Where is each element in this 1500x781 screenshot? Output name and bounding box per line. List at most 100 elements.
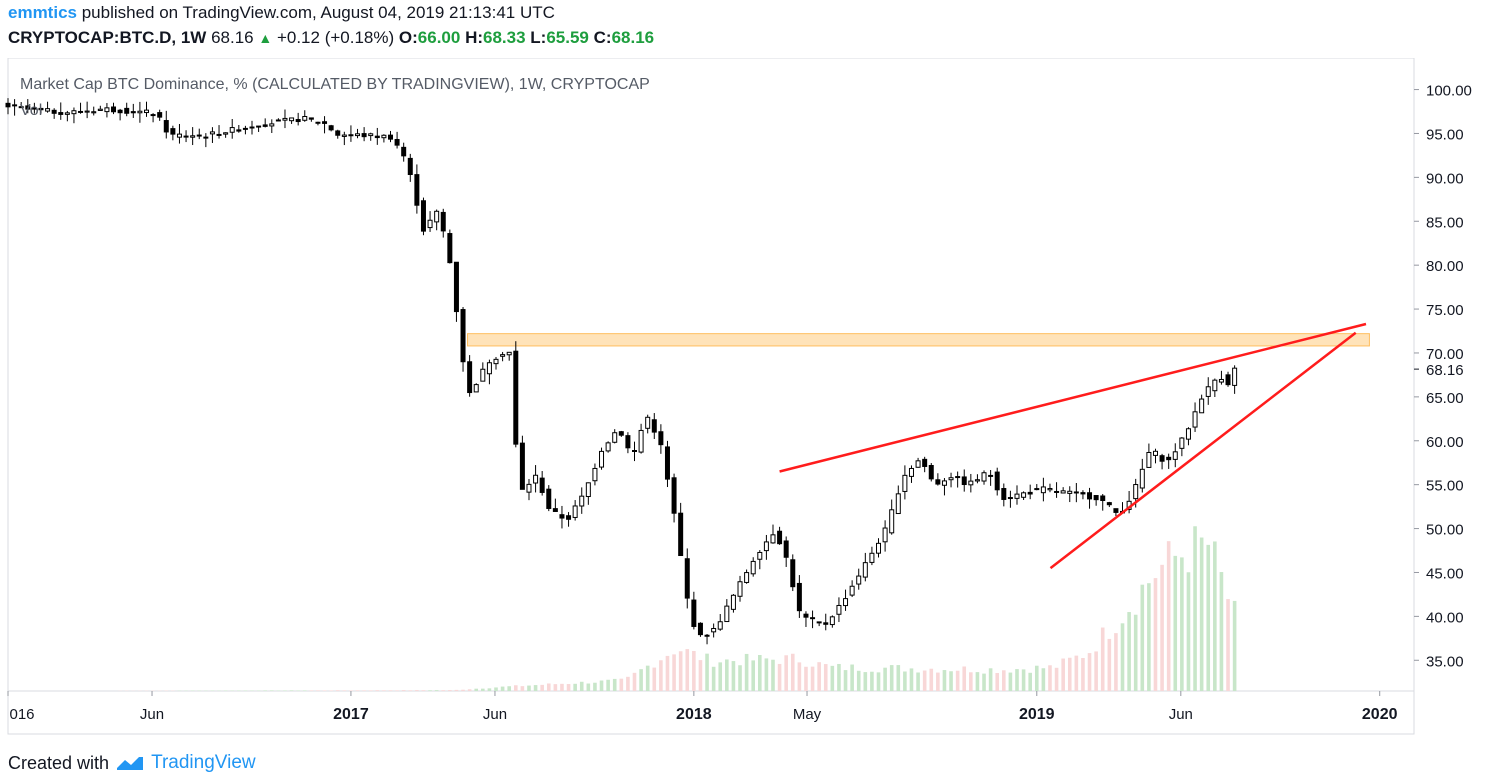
candle-down (790, 559, 796, 588)
candle-up (757, 551, 763, 560)
candle-up (948, 477, 954, 481)
volume-bar (1160, 564, 1164, 691)
candle-up (1014, 493, 1020, 499)
time-tick-label: 2018 (676, 706, 712, 723)
tradingview-brand[interactable]: TradingView (151, 752, 256, 773)
candle-down (625, 435, 631, 449)
volume-bar (302, 690, 307, 691)
volume-bar (342, 690, 347, 691)
volume-bar (804, 666, 808, 691)
candle-down (684, 558, 690, 599)
candle-up (209, 131, 215, 135)
candle-up (84, 110, 90, 113)
volume-bar (533, 685, 538, 691)
volume-bar (1094, 651, 1098, 691)
volume-bar (975, 672, 980, 691)
chart-area[interactable]: 100.00 95.00 90.00 85.00 80.00 75.00 70.00 65.0… (0, 58, 1500, 738)
volume-bar (362, 690, 366, 691)
price-tick-label: 60.00 (1426, 434, 1464, 451)
candle-up (579, 495, 585, 507)
footer: Created with TradingView (8, 752, 256, 774)
volume-bar (870, 671, 874, 691)
price-chart-svg[interactable]: 100.00 95.00 90.00 85.00 80.00 75.00 70.00 65.0… (0, 58, 1500, 738)
candle-up (104, 107, 110, 113)
candle-down (447, 233, 453, 264)
candle-up (1139, 468, 1145, 489)
candle-down (262, 124, 268, 127)
candle-up (1199, 398, 1205, 414)
candle-up (1040, 486, 1046, 494)
volume-bar (672, 654, 676, 691)
volume-bar (1100, 627, 1105, 691)
volume-bar (758, 655, 762, 691)
candle-up (902, 474, 908, 492)
volume-bar (401, 690, 406, 691)
symbol-info: CRYPTOCAP:BTC.D, 1W 68.16 ▲ +0.12 (+0.18… (8, 28, 654, 48)
volume-bar (349, 690, 353, 691)
volume-bar (408, 690, 413, 691)
candle-up (711, 627, 717, 633)
candle-down (394, 139, 400, 146)
time-tick-label: 2020 (1362, 706, 1398, 723)
volume-bar (513, 685, 518, 691)
candle-up (1034, 488, 1040, 491)
volume-bar (711, 666, 716, 691)
candle-up (882, 527, 888, 543)
candle-up (493, 358, 499, 365)
candle-up (1073, 491, 1079, 494)
candle-up (1047, 488, 1053, 491)
volume-bar (1226, 599, 1230, 691)
volume-bar (876, 672, 881, 691)
volume-bar (1180, 557, 1184, 691)
volume-bar (863, 672, 868, 691)
candle-up (137, 110, 143, 114)
candle-down (361, 133, 367, 138)
volume-bar (263, 690, 267, 691)
candle-down (1166, 456, 1172, 461)
candle-up (506, 351, 512, 356)
price-tick-label: 85.00 (1426, 214, 1464, 231)
candle-up (242, 127, 248, 130)
candle-up (856, 575, 862, 585)
volume-bar (652, 667, 657, 691)
volume-bar (922, 670, 927, 691)
price-tick-label: 35.00 (1426, 653, 1464, 670)
volume-bar (316, 690, 320, 691)
volume-bar (665, 655, 670, 691)
price-tick-label: 100.00 (1426, 83, 1472, 100)
candle-down (196, 134, 202, 137)
volume-bar (698, 660, 703, 691)
volume-bar (1199, 537, 1204, 691)
candle-down (467, 361, 473, 394)
volume-bar (1041, 668, 1046, 691)
price-tick-label: 90.00 (1426, 170, 1464, 187)
volume-bar (1034, 665, 1039, 691)
volume-bar (461, 689, 465, 691)
volume-bar (1081, 657, 1085, 691)
time-tick-label: May (793, 706, 822, 723)
volume-bar (355, 690, 360, 691)
volume-bar (487, 688, 492, 691)
last-price-badge (1422, 359, 1476, 380)
candle-up (150, 114, 156, 117)
candle-up (599, 450, 605, 468)
candle-up (1146, 451, 1152, 468)
candle-up (645, 416, 651, 429)
volume-bar (1114, 633, 1118, 691)
volume-bar (949, 671, 953, 691)
volume-bar (850, 664, 854, 691)
candle-down (1087, 492, 1093, 500)
volume-bar (481, 688, 485, 691)
volume-bar (936, 672, 940, 691)
candle-up (480, 368, 486, 382)
author-link[interactable]: emmtics (8, 3, 77, 22)
volume-bar (1193, 526, 1197, 691)
candle-up (1179, 437, 1185, 449)
candle-up (500, 354, 506, 357)
volume-bar (1232, 600, 1237, 691)
volume-bar (566, 684, 571, 691)
candle-up (275, 119, 281, 122)
candle-up (770, 534, 776, 544)
candle-up (730, 594, 736, 610)
volume-bar (586, 683, 591, 691)
